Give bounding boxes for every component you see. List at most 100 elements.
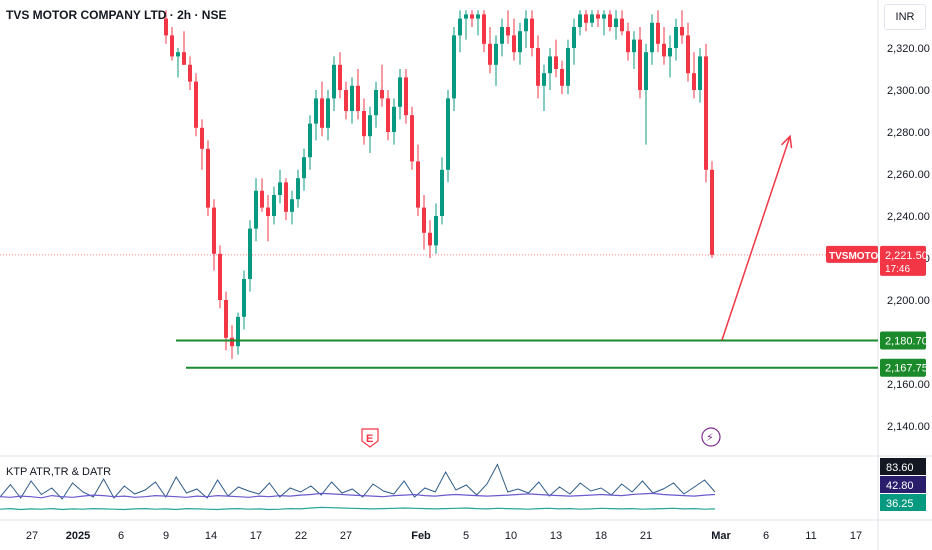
indicator-value-tag bbox=[880, 494, 926, 511]
candle bbox=[638, 27, 642, 99]
indicator-value-text: 42.80 bbox=[886, 480, 914, 492]
datr-line bbox=[0, 506, 716, 511]
candle bbox=[644, 43, 648, 145]
candle bbox=[590, 10, 594, 27]
candle bbox=[224, 291, 228, 351]
candle bbox=[704, 43, 708, 183]
candle bbox=[686, 22, 690, 82]
candle bbox=[446, 90, 450, 183]
svg-text:E: E bbox=[366, 433, 373, 445]
candle bbox=[332, 56, 336, 111]
candle bbox=[668, 35, 672, 78]
support-levels bbox=[0, 254, 878, 369]
indicator-value-tag bbox=[880, 458, 926, 475]
projection-arrow[interactable] bbox=[721, 135, 791, 341]
candle bbox=[164, 10, 168, 44]
candle bbox=[272, 186, 276, 225]
candle bbox=[548, 48, 552, 90]
x-tick-label: 9 bbox=[163, 530, 169, 542]
candle bbox=[218, 245, 222, 309]
x-tick-label: 2025 bbox=[66, 530, 90, 542]
candle bbox=[560, 60, 564, 95]
candle bbox=[434, 203, 438, 254]
candle bbox=[278, 169, 282, 204]
x-tick-label: 10 bbox=[505, 530, 517, 542]
chart-title: TVS MOTOR COMPANY LTD · 2h · NSE bbox=[6, 8, 227, 22]
candle bbox=[176, 48, 180, 78]
indicator-value-text: 36.25 bbox=[886, 498, 914, 510]
candle bbox=[464, 10, 468, 40]
annotations: E ⚡ bbox=[361, 134, 793, 448]
candle bbox=[488, 27, 492, 74]
projection-arrow-head bbox=[781, 134, 793, 149]
candle bbox=[386, 90, 390, 141]
candle bbox=[428, 220, 432, 258]
candle bbox=[524, 10, 528, 48]
dividend-event-icon[interactable]: ⚡ bbox=[701, 427, 721, 447]
x-tick-label: 27 bbox=[26, 530, 38, 542]
candle bbox=[650, 14, 654, 65]
support-price-tag bbox=[880, 331, 926, 350]
x-tick-label: 11 bbox=[805, 530, 816, 542]
last-price-tag bbox=[880, 245, 926, 276]
candle bbox=[512, 18, 516, 61]
candle bbox=[608, 10, 612, 32]
candle bbox=[254, 178, 258, 242]
candle bbox=[566, 39, 570, 95]
y-tick-label: 2,160.00 bbox=[887, 379, 930, 391]
atr-line bbox=[0, 492, 716, 499]
time-axis[interactable]: 27 2025 6 9 14 17 22 27 Feb 5 10 13 18 21 Mar 6 11 17 bbox=[26, 530, 862, 542]
earnings-event-icon[interactable]: E bbox=[361, 428, 379, 448]
candle bbox=[404, 69, 408, 124]
candle bbox=[374, 81, 378, 128]
candle bbox=[308, 115, 312, 170]
candle bbox=[656, 10, 660, 53]
candle bbox=[194, 73, 198, 137]
candle bbox=[284, 178, 288, 221]
candle bbox=[500, 18, 504, 57]
candle bbox=[248, 220, 252, 292]
x-tick-label: 21 bbox=[640, 530, 652, 542]
x-tick-label: 17 bbox=[850, 530, 862, 542]
candle bbox=[452, 27, 456, 111]
candle bbox=[368, 106, 372, 153]
candle bbox=[536, 35, 540, 99]
candle bbox=[596, 10, 600, 27]
y-tick-label: 2,300.00 bbox=[887, 85, 930, 97]
candle bbox=[458, 10, 462, 53]
candle bbox=[416, 144, 420, 216]
candle bbox=[494, 35, 498, 86]
candle bbox=[212, 199, 216, 271]
y-tick-label: 2,200.00 bbox=[887, 295, 930, 307]
support-price-text: 2,167.75 bbox=[885, 363, 928, 375]
last-price-countdown: 17:46 bbox=[885, 264, 910, 275]
candle bbox=[662, 27, 666, 65]
candle bbox=[200, 119, 204, 170]
candle bbox=[344, 81, 348, 120]
candle bbox=[350, 77, 354, 124]
x-tick-label: 5 bbox=[463, 530, 469, 542]
candle bbox=[470, 10, 474, 27]
candle bbox=[614, 10, 618, 40]
x-tick-label: Feb bbox=[411, 530, 431, 542]
y-tick-label: 2,320.00 bbox=[887, 43, 930, 55]
price-axis[interactable]: 2,140.002,160.002,200.002,220.002,240.00… bbox=[826, 43, 930, 433]
y-tick-label: 2,140.00 bbox=[887, 421, 930, 433]
tr-line bbox=[0, 463, 716, 500]
y-tick-label: 2,280.00 bbox=[887, 127, 930, 139]
candle bbox=[314, 90, 318, 141]
candle bbox=[182, 31, 186, 65]
indicator-pane[interactable]: 83.60 42.80 36.25 bbox=[0, 458, 926, 511]
candle bbox=[632, 31, 636, 69]
currency-selector[interactable]: INR bbox=[884, 4, 926, 30]
indicator-value-tag bbox=[880, 476, 926, 493]
candle bbox=[266, 195, 270, 242]
candle bbox=[326, 90, 330, 141]
candle bbox=[482, 10, 486, 53]
last-price-value: 2,221.50 bbox=[885, 250, 928, 262]
candle bbox=[338, 52, 342, 99]
candle bbox=[674, 18, 678, 61]
indicator-title: KTP ATR,TR & DATR bbox=[6, 466, 112, 478]
